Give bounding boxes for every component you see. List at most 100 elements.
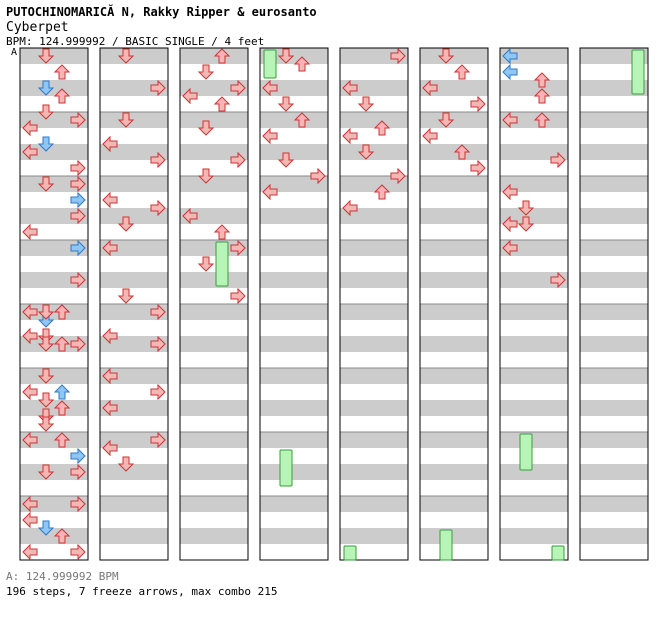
step-arrow-left <box>22 223 38 241</box>
step-arrow-left <box>182 207 198 225</box>
step-arrow-left <box>422 127 438 145</box>
step-arrow-right <box>150 335 166 353</box>
step-arrow-down <box>37 392 55 408</box>
step-arrow-down <box>37 48 55 64</box>
freeze-arrow <box>519 433 533 471</box>
freeze-arrow <box>263 49 277 79</box>
step-arrow-down <box>117 112 135 128</box>
step-arrow-up <box>213 48 231 64</box>
step-arrow-left <box>342 127 358 145</box>
step-arrow-right <box>230 151 246 169</box>
step-arrow-right <box>470 95 486 113</box>
step-arrow-right <box>150 151 166 169</box>
chart-column <box>339 47 409 561</box>
step-arrow-right <box>470 159 486 177</box>
step-arrow-left <box>502 63 518 81</box>
step-arrow-down <box>37 464 55 480</box>
step-arrow-up <box>53 304 71 320</box>
step-arrow-down <box>117 456 135 472</box>
step-arrow-right <box>70 335 86 353</box>
freeze-arrow <box>279 449 293 487</box>
step-statistics: 196 steps, 7 freeze arrows, max combo 21… <box>6 585 278 598</box>
chart-column <box>499 47 569 561</box>
step-arrow-down <box>357 96 375 112</box>
step-arrow-left <box>22 543 38 561</box>
step-arrow-right <box>310 167 326 185</box>
step-arrow-right <box>150 383 166 401</box>
step-arrow-right <box>150 303 166 321</box>
step-arrow-left <box>502 111 518 129</box>
step-arrow-right <box>230 79 246 97</box>
chart-column <box>419 47 489 561</box>
step-arrow-up <box>213 96 231 112</box>
step-arrow-up <box>453 64 471 80</box>
step-arrow-left <box>342 79 358 97</box>
step-arrow-down <box>277 48 295 64</box>
step-arrow-down <box>197 120 215 136</box>
step-arrow-left <box>502 47 518 65</box>
step-arrow-right <box>70 239 86 257</box>
song-artist: PUTOCHINOMARICĂ N, Rakky Ripper & eurosa… <box>6 5 317 19</box>
step-arrow-down <box>37 104 55 120</box>
step-arrow-down <box>37 176 55 192</box>
step-arrow-right <box>550 151 566 169</box>
step-arrow-up <box>533 72 551 88</box>
freeze-arrow <box>439 529 453 561</box>
step-arrow-up <box>53 400 71 416</box>
step-arrow-down <box>197 168 215 184</box>
freeze-arrow <box>631 49 645 95</box>
step-arrow-up <box>533 88 551 104</box>
step-arrow-left <box>22 327 38 345</box>
step-arrow-left <box>102 191 118 209</box>
step-arrow-down <box>37 368 55 384</box>
step-arrow-left <box>342 199 358 217</box>
step-arrow-up <box>373 184 391 200</box>
step-arrow-down <box>37 416 55 432</box>
step-arrow-left <box>182 87 198 105</box>
step-arrow-down <box>197 256 215 272</box>
step-arrow-right <box>70 175 86 193</box>
step-arrow-left <box>502 183 518 201</box>
step-arrow-left <box>22 511 38 529</box>
chart-column <box>579 47 649 561</box>
step-arrow-down <box>117 288 135 304</box>
step-arrow-up <box>453 144 471 160</box>
step-arrow-right <box>390 47 406 65</box>
chart-column <box>99 47 169 561</box>
freeze-arrow <box>215 241 229 287</box>
step-arrow-down <box>357 144 375 160</box>
step-arrow-left <box>102 399 118 417</box>
step-arrow-up <box>53 384 71 400</box>
step-arrow-right <box>70 271 86 289</box>
step-arrow-down <box>277 152 295 168</box>
step-arrow-down <box>437 48 455 64</box>
step-arrow-up <box>53 336 71 352</box>
chart-column <box>19 47 89 561</box>
step-arrow-down <box>437 112 455 128</box>
step-arrow-left <box>102 239 118 257</box>
step-arrow-right <box>390 167 406 185</box>
step-arrow-up <box>53 88 71 104</box>
step-arrow-up <box>53 528 71 544</box>
step-arrow-up <box>293 112 311 128</box>
step-arrow-up <box>373 120 391 136</box>
step-arrow-up <box>53 432 71 448</box>
step-arrow-up <box>533 112 551 128</box>
step-arrow-up <box>293 56 311 72</box>
step-arrow-right <box>70 191 86 209</box>
step-arrow-left <box>22 383 38 401</box>
step-arrow-left <box>502 215 518 233</box>
step-arrow-down <box>117 48 135 64</box>
step-arrow-left <box>422 79 438 97</box>
step-arrow-down <box>37 520 55 536</box>
step-arrow-right <box>70 447 86 465</box>
step-arrow-left <box>102 367 118 385</box>
step-arrow-left <box>102 327 118 345</box>
step-arrow-down <box>517 216 535 232</box>
step-arrow-down <box>37 336 55 352</box>
step-arrow-down <box>117 216 135 232</box>
step-arrow-right <box>70 207 86 225</box>
chart-column <box>259 47 329 561</box>
step-arrow-down <box>197 64 215 80</box>
step-arrow-right <box>70 495 86 513</box>
